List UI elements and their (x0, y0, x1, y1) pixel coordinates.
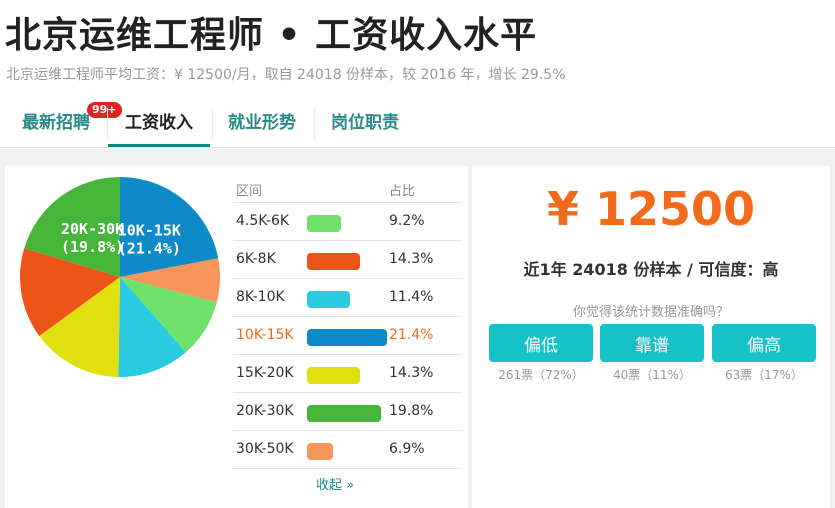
share-percent: 14.3% (389, 365, 434, 381)
tab-salary-income[interactable]: 工资收入 (108, 100, 210, 147)
tab-label: 岗位职责 (331, 113, 399, 133)
share-bar (307, 215, 341, 232)
tab-label: 就业形势 (228, 113, 296, 133)
vote-too-low-count: 261票（72%） (498, 368, 584, 382)
pie-label-range: 10K-15K (118, 222, 181, 240)
distribution-row: 15K-20K 14.3% (233, 355, 462, 393)
share-bar (307, 253, 360, 270)
pie-slice-label: 10K-15K (21.4%) (118, 222, 181, 258)
tab-bar: 最新招聘 99+ 工资收入 就业形势 岗位职责 (0, 100, 835, 148)
distribution-row: 20K-30K 19.8% (233, 393, 462, 431)
salary-range-label: 10K-15K (236, 327, 294, 343)
new-jobs-badge: 99+ (87, 102, 122, 118)
salary-range-label: 6K-8K (236, 251, 276, 267)
salary-distribution-table: 区间 占比 4.5K-6K 9.2% 6K-8K 14.3% 8K-10K 11.4% 10… (233, 176, 462, 469)
tab-label: 最新招聘 (22, 113, 90, 133)
share-bar (307, 329, 387, 346)
share-bar (307, 291, 350, 308)
vote-reliable-button[interactable]: 靠谱 (600, 324, 704, 362)
tab-divider (314, 108, 315, 140)
distribution-row: 10K-15K 21.4% (233, 317, 462, 355)
vote-too-high-count: 63票（17%） (725, 368, 803, 382)
range-column-header: 区间 (236, 184, 263, 199)
share-bar (307, 405, 381, 422)
tab-divider (107, 108, 108, 140)
pie-slice (120, 258, 220, 303)
distribution-row: 8K-10K 11.4% (233, 279, 462, 317)
salary-range-label: 4.5K-6K (236, 213, 290, 229)
vote-too-high-button[interactable]: 偏高 (712, 324, 816, 362)
share-bar (307, 367, 360, 384)
salary-distribution-pie-chart: 10K-15K (21.4%)20K-30K (19.8%) (20, 177, 220, 377)
pie-slice (120, 177, 219, 277)
tab-job-duties[interactable]: 岗位职责 (316, 100, 414, 147)
share-percent: 21.4% (389, 327, 434, 343)
salary-range-label: 20K-30K (236, 403, 294, 419)
share-percent: 19.8% (389, 403, 434, 419)
tab-divider (212, 108, 213, 140)
vote-reliable-count: 40票（11%） (613, 368, 691, 382)
salary-range-label: 8K-10K (236, 289, 285, 305)
share-percent: 14.3% (389, 251, 434, 267)
share-bar (307, 443, 333, 460)
share-percent: 11.4% (389, 289, 434, 305)
share-percent: 9.2% (389, 213, 425, 229)
pie-label-percent: (21.4%) (118, 240, 181, 258)
pie-slice (120, 277, 217, 353)
salary-summary-subtitle: 北京运维工程师平均工资：¥ 12500/月，取自 24018 份样本，较 201… (6, 67, 566, 83)
pie-label-percent: (19.8%) (61, 238, 124, 256)
vote-too-low-button[interactable]: 偏低 (489, 324, 593, 362)
share-percent: 6.9% (389, 441, 425, 457)
pie-slice (39, 277, 120, 377)
pie-label-range: 20K-30K (61, 220, 124, 238)
pie-slice-label: 20K-30K (19.8%) (61, 220, 124, 256)
vote-question: 你觉得该统计数据准确吗？ (572, 305, 729, 320)
salary-range-label: 30K-50K (236, 441, 294, 457)
salary-range-label: 15K-20K (236, 365, 294, 381)
distribution-table-header: 区间 占比 (233, 176, 462, 203)
tab-latest-jobs[interactable]: 最新招聘 (8, 100, 104, 147)
tab-label: 工资收入 (125, 113, 193, 133)
pie-slice (20, 248, 121, 337)
share-column-header: 占比 (389, 184, 416, 199)
collapse-link[interactable]: 收起 » (316, 478, 355, 493)
average-salary-value: ¥ 12500 (546, 182, 756, 236)
tab-employment-trend[interactable]: 就业形势 (213, 100, 311, 147)
distribution-row: 4.5K-6K 9.2% (233, 203, 462, 241)
distribution-row: 6K-8K 14.3% (233, 241, 462, 279)
pie-slice (118, 277, 186, 377)
page-title: 北京运维工程师 • 工资收入水平 (5, 15, 538, 56)
pie-slice (24, 177, 121, 277)
distribution-row: 30K-50K 6.9% (233, 431, 462, 469)
sample-size-credibility: 近1年 24018 份样本 / 可信度：高 (523, 260, 779, 279)
